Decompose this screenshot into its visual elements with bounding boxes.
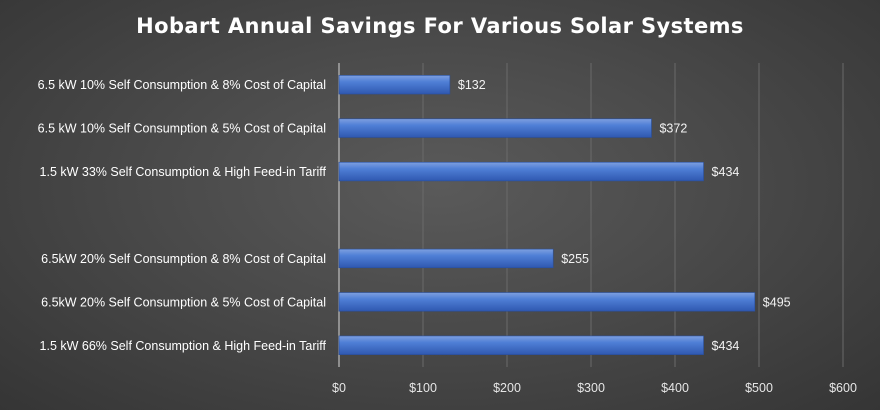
category-label: 1.5 kW 66% Self Consumption & High Feed-…	[40, 339, 327, 353]
x-tick-label: $300	[577, 381, 605, 395]
category-label: 6.5 kW 10% Self Consumption & 8% Cost of…	[38, 78, 326, 92]
data-label: $495	[763, 295, 791, 309]
category-label: 6.5 kW 10% Self Consumption & 5% Cost of…	[38, 122, 326, 136]
data-label: $132	[458, 78, 486, 92]
bar	[338, 335, 704, 355]
bar	[338, 292, 756, 312]
chart-title: Hobart Annual Savings For Various Solar …	[136, 14, 744, 38]
x-tick-label: $100	[409, 381, 437, 395]
x-tick-label: $400	[661, 381, 689, 395]
x-tick-label: $200	[493, 381, 521, 395]
x-tick-label: $500	[745, 381, 773, 395]
bar	[338, 161, 704, 182]
category-label: 6.5kW 20% Self Consumption & 8% Cost of …	[41, 252, 326, 266]
category-label: 1.5 kW 33% Self Consumption & High Feed-…	[40, 165, 327, 179]
x-tick-label: $600	[829, 381, 857, 395]
data-label: $434	[712, 339, 740, 353]
data-label: $255	[561, 252, 589, 266]
bar	[338, 118, 652, 138]
bar	[338, 75, 451, 95]
bar	[338, 248, 554, 269]
category-label: 6.5kW 20% Self Consumption & 5% Cost of …	[41, 295, 326, 309]
data-label: $372	[659, 122, 687, 136]
x-tick-label: $0	[332, 381, 346, 395]
data-label: $434	[712, 165, 740, 179]
